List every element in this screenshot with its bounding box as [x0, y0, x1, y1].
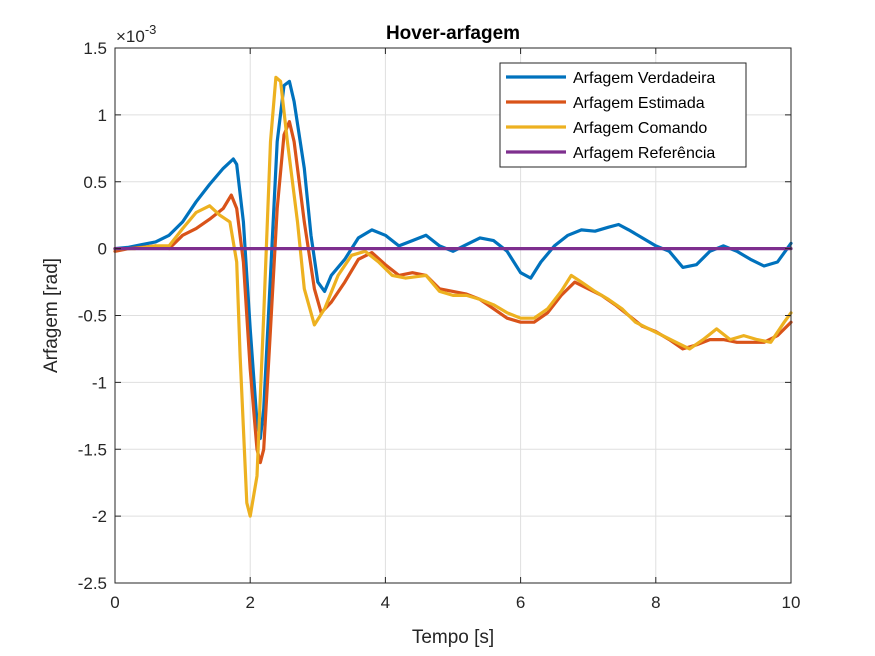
y-tick-label: -2.5	[78, 574, 107, 593]
y-tick-label: -1.5	[78, 440, 107, 459]
legend-label-3: Arfagem Comando	[573, 120, 707, 137]
y-axis-label: Arfagem [rad]	[41, 258, 62, 373]
series-line-1	[113, 79, 793, 441]
y-tick-label: 1.5	[83, 39, 107, 58]
legend-label-2: Arfagem Estimada	[573, 95, 705, 112]
x-tick-label: 10	[782, 593, 801, 612]
series-line-3	[113, 75, 793, 518]
legend: Arfagem Verdadeira Arfagem Estimada Arfage…	[499, 62, 747, 168]
x-tick-label: 4	[381, 593, 390, 612]
y-tick-label: 1	[98, 106, 107, 125]
x-tick-label: 2	[245, 593, 254, 612]
axis-ticks: 0 2 4 6 8 10 -2.5 -2 -1.5 -1 -0.5 0 0.5 1 1.5	[78, 39, 801, 612]
series-lines	[113, 75, 793, 518]
x-axis-label: Tempo [s]	[412, 627, 494, 648]
y-axis-exponent: ×10-3	[116, 22, 156, 46]
y-tick-label: 0.5	[83, 173, 107, 192]
y-tick-label: -2	[92, 507, 107, 526]
legend-label-4: Arfagem Referência	[573, 145, 715, 162]
y-tick-label: -1	[92, 373, 107, 392]
x-tick-label: 8	[651, 593, 660, 612]
y-axis-exponent-power: -3	[145, 22, 157, 37]
legend-label-1: Arfagem Verdadeira	[573, 70, 715, 87]
y-tick-label: 0	[98, 240, 107, 259]
y-axis-exponent-base: ×10	[116, 27, 145, 46]
chart-title: Hover-arfagem	[386, 23, 520, 44]
legend-box	[499, 62, 747, 168]
x-tick-label: 0	[110, 593, 119, 612]
y-tick-label: -0.5	[78, 307, 107, 326]
x-tick-label: 6	[516, 593, 525, 612]
